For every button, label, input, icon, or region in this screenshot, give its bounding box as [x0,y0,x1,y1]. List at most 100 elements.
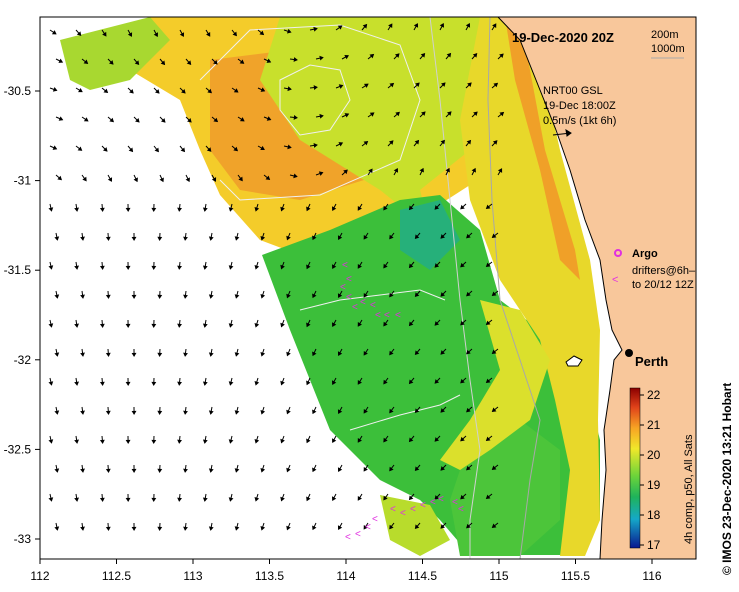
current-arrow [125,493,131,502]
drifter-mark: < [365,522,371,533]
current-arrow [485,319,493,326]
current-arrow [151,377,157,386]
current-arrow [497,111,505,118]
current-arrow [335,84,344,89]
current-arrow [179,87,186,94]
current-arrow [125,435,131,444]
drifter-mark: < [438,494,444,505]
current-arrow [260,406,266,415]
current-arrow [234,464,240,473]
current-arrow [434,203,441,210]
current-arrow [80,232,85,241]
current-arrow [280,493,285,502]
current-arrow [439,139,445,147]
current-arrow [131,522,137,531]
sst-coastal-band [460,17,600,556]
drifter-label-2: to 20/12 12Z [632,279,694,291]
current-arrow [208,464,214,473]
current-arrow [183,522,188,531]
current-arrow [286,464,291,473]
rottnest-island [565,355,583,367]
current-arrow [49,87,58,92]
current-arrow [48,493,54,502]
colorbar-tick-label: 20 [647,448,661,462]
current-arrow [485,493,493,500]
current-arrow [312,290,317,299]
drifter-mark: < [372,514,378,525]
current-arrow [466,406,473,413]
y-tick-label: -32 [14,353,32,367]
current-arrow [105,406,111,415]
current-arrow [466,522,473,529]
current-arrow [387,23,393,31]
current-arrow [331,203,337,212]
current-arrow [389,348,395,356]
current-arrow [312,348,317,357]
current-arrow [361,141,369,147]
current-arrow [485,435,493,442]
current-arrow [131,232,137,241]
current-arrow [357,377,363,385]
current-arrow [157,232,163,241]
current-arrow [202,377,208,386]
model-label-time: 19-Dec 18:00Z [543,100,616,112]
current-arrow [363,406,369,414]
current-arrow [466,348,473,355]
current-arrow [367,168,373,176]
current-arrow [315,113,324,119]
current-arrow [283,86,292,92]
drifter-mark: < [355,529,361,540]
current-arrow [357,319,363,327]
current-arrow [361,23,368,31]
current-arrow [491,522,499,528]
current-arrow [460,319,467,326]
current-arrow [202,319,208,328]
current-arrow [306,261,311,270]
current-arrow [289,173,298,179]
current-arrow [234,232,240,241]
current-arrow [286,348,291,357]
current-arrow [337,348,343,356]
colorbar-tick-label: 18 [647,508,661,522]
current-arrow [393,111,400,118]
drifter-mark: < [340,282,346,293]
current-arrow [234,522,240,531]
current-arrow [309,143,318,148]
current-arrow [99,377,105,386]
sst-field: <<<<< < << < << < < < <<< <<<< < [48,17,696,559]
y-tick-label: -31 [14,174,32,188]
current-arrow [363,232,369,240]
current-arrow [471,111,478,118]
current-arrow [133,116,140,123]
current-arrow [414,464,421,472]
current-arrow [460,203,467,210]
current-arrow [131,290,137,299]
current-arrow [466,290,473,297]
drifter-mark: < [370,300,376,311]
current-arrow [280,435,285,444]
current-arrow [383,377,389,385]
current-arrow [315,55,324,61]
current-arrow [419,52,426,60]
current-arrow [289,115,298,120]
current-arrow [74,377,80,386]
current-arrow [387,82,395,89]
current-arrow [341,54,350,60]
x-tick-label: 112 [30,569,49,583]
current-arrow [383,493,389,501]
current-arrows [48,22,505,531]
current-arrow [131,348,137,357]
current-arrow [440,522,447,529]
current-arrow [80,348,85,357]
credit-label: © IMOS 23-Dec-2020 13:21 Hobart [720,383,734,575]
current-arrow [367,112,375,118]
drifter-mark: < [458,504,464,515]
current-arrow [177,319,182,328]
current-arrow [75,145,83,151]
drifter-mark: < [395,310,401,321]
colorbar-tick-label: 19 [647,478,661,492]
current-arrow [413,82,420,89]
current-arrow [363,522,369,530]
x-tick-label: 114.5 [408,569,437,583]
current-arrow [434,377,441,384]
